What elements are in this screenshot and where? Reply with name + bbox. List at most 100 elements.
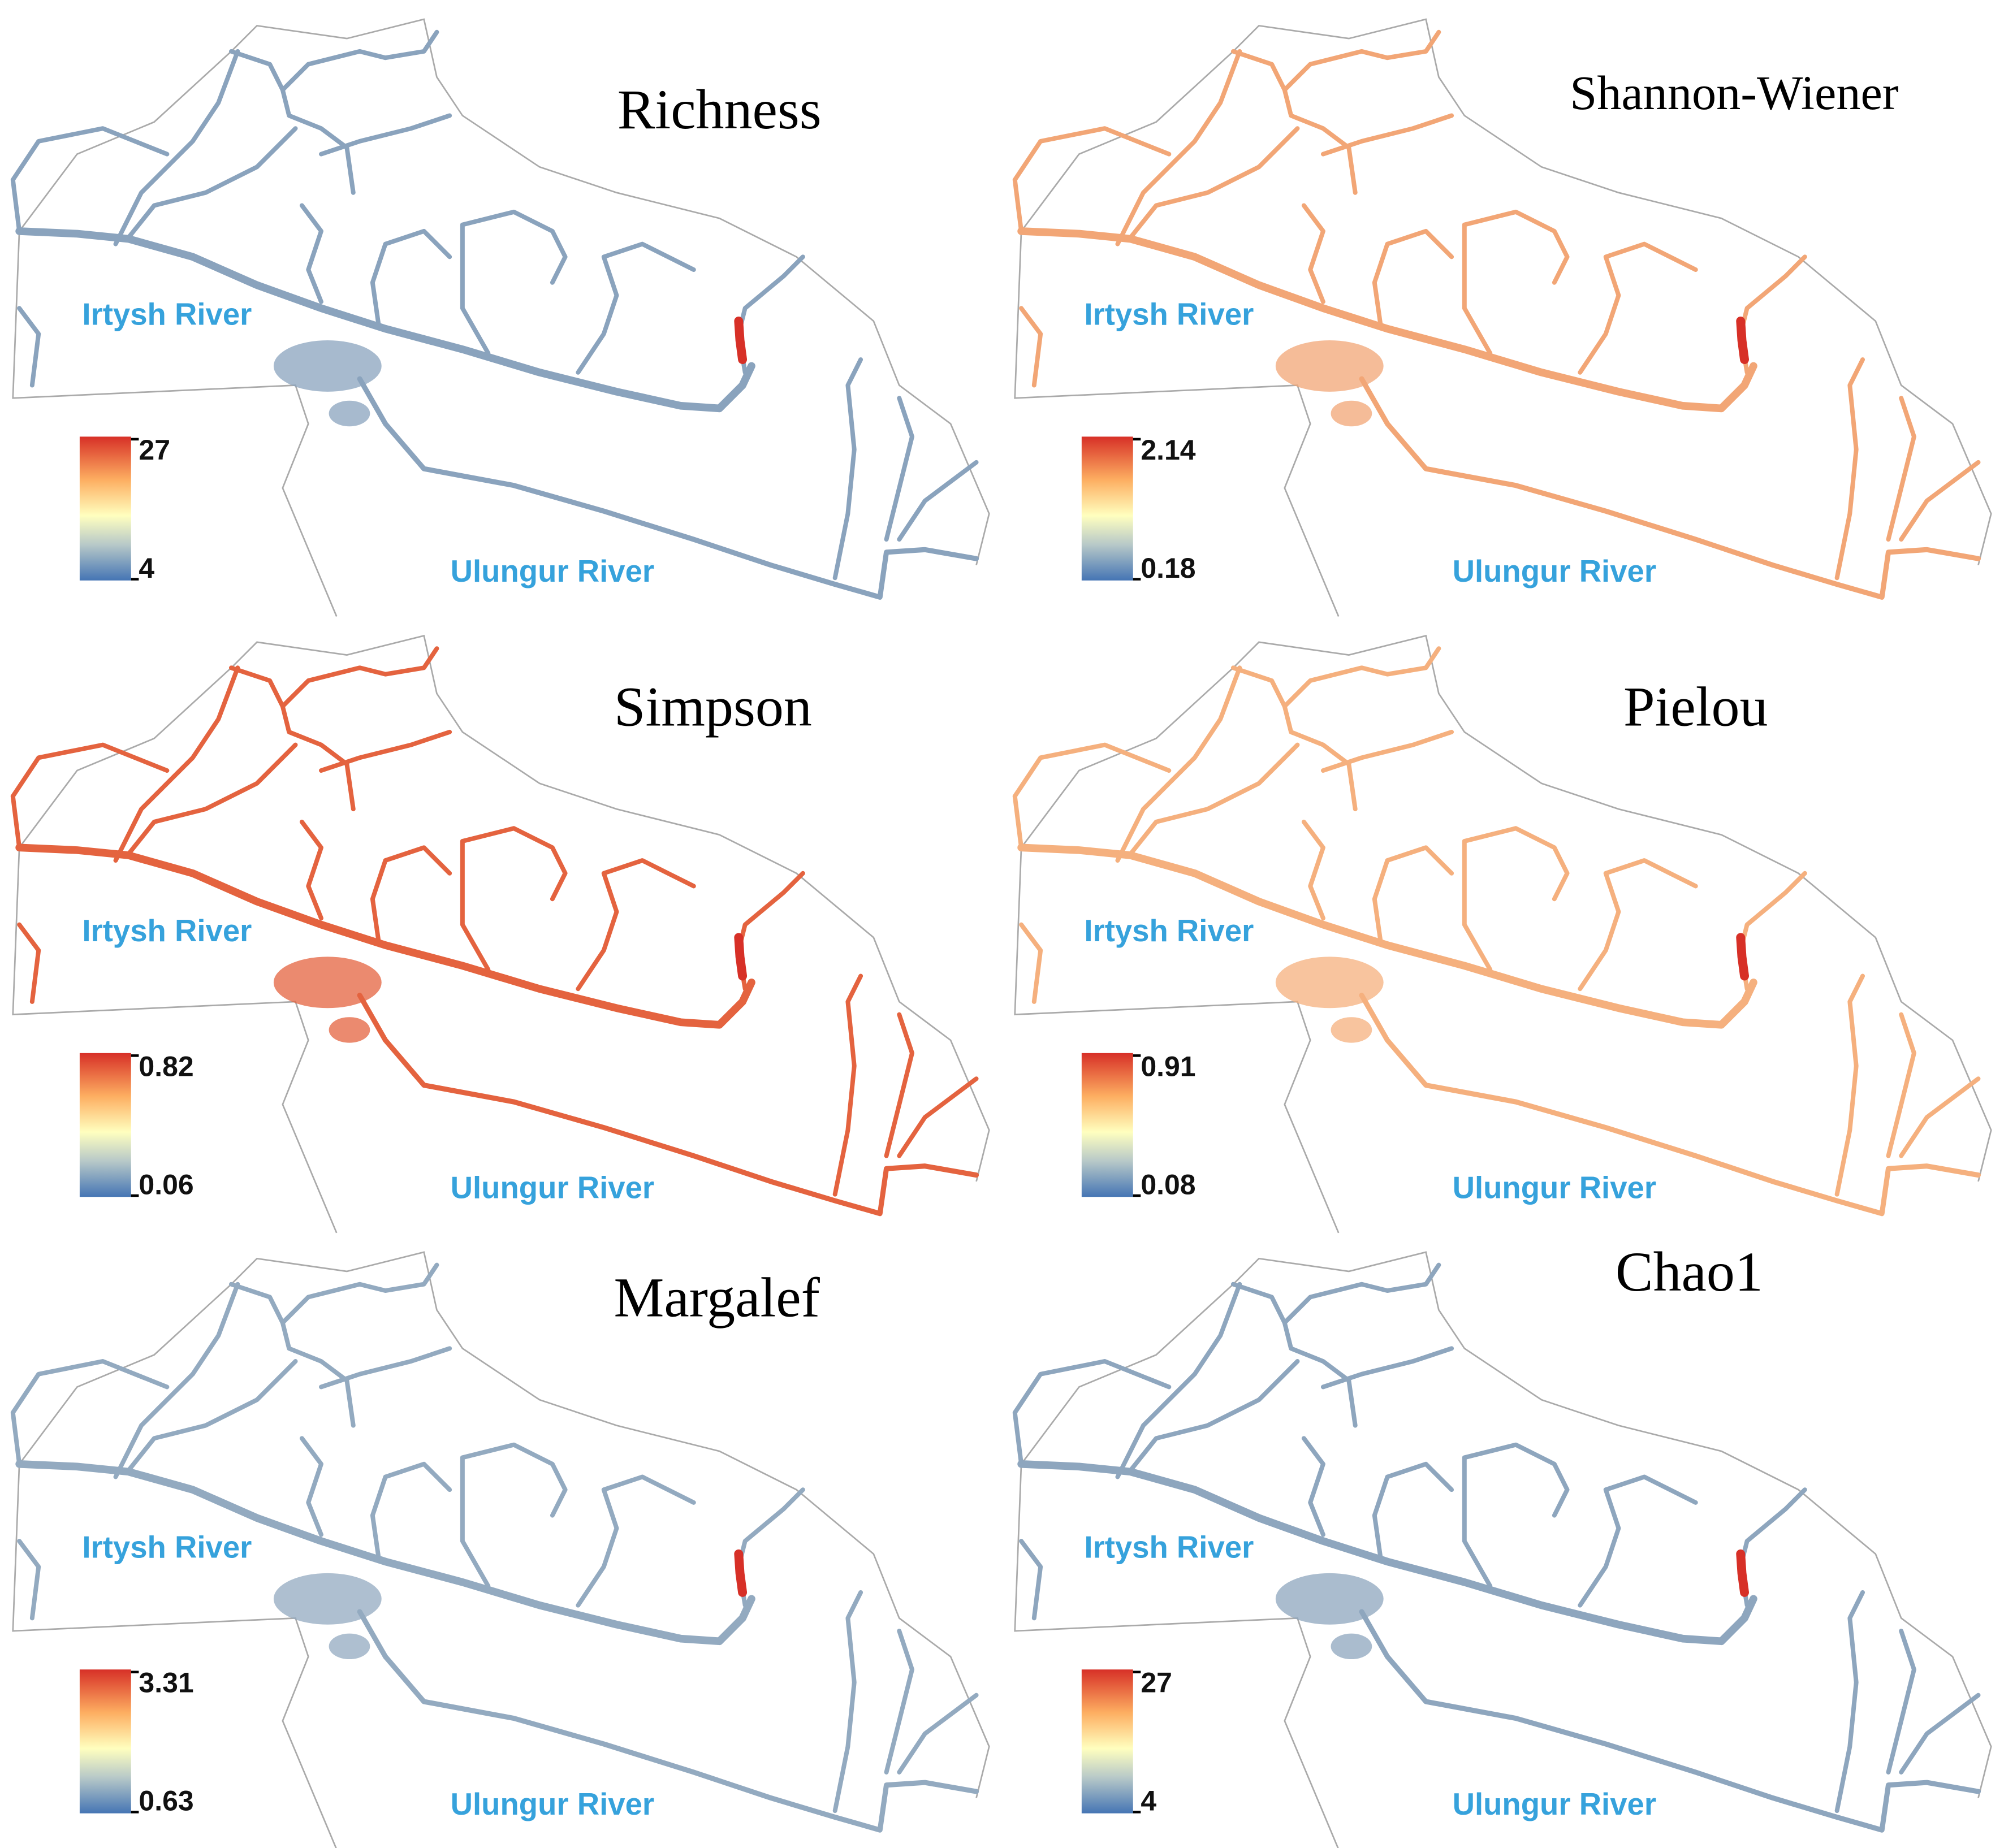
color-bar: [79, 1053, 131, 1197]
river-label: Ulungur River: [451, 1171, 654, 1205]
tributary: [897, 460, 979, 542]
tributary: [370, 845, 452, 946]
ulungur-river: [1359, 993, 1981, 1217]
boundary: [1014, 1464, 1339, 1848]
tributary: [460, 1442, 568, 1589]
tributary: [370, 228, 452, 330]
tributary: [319, 113, 452, 157]
tributary: [832, 1590, 863, 1814]
tributary: [897, 1693, 979, 1775]
tributary: [1282, 1262, 1441, 1325]
boundary: [19, 18, 990, 565]
river-label: Irtysh River: [82, 1530, 252, 1565]
map-panel: Margalef Irtysh River Ulungur River 3.31 0.6…: [10, 1251, 990, 1848]
tributary: [460, 209, 568, 356]
tributary: [319, 1346, 452, 1390]
boundary: [1020, 634, 1992, 1182]
tributary: [17, 922, 41, 1004]
tributary: [1301, 203, 1325, 304]
lake: [1331, 400, 1372, 427]
tributary: [299, 203, 323, 304]
hotspot: [734, 1549, 748, 1597]
legend-max: 2.14: [1141, 434, 1195, 466]
boundary: [1020, 18, 1992, 565]
tributary: [10, 742, 170, 850]
hotspot: [1736, 933, 1750, 981]
tributary: [1320, 729, 1454, 773]
panel-title: Pielou: [1623, 676, 1768, 738]
lake: [1331, 1633, 1372, 1660]
tributary: [884, 1629, 914, 1775]
panel-title: Richness: [617, 78, 822, 141]
tributary: [1834, 1590, 1865, 1814]
ulungur-river: [357, 993, 979, 1217]
tributary: [736, 871, 805, 992]
panel-title: Simpson: [614, 676, 812, 738]
map-panel: Chao1 Irtysh River Ulungur River 27 4: [1012, 1240, 1992, 1848]
hotspot: [1736, 1549, 1750, 1597]
legend-min: 0.06: [139, 1168, 193, 1200]
boundary: [19, 634, 990, 1182]
tributary: [576, 241, 696, 375]
lake: [329, 1633, 370, 1660]
tributary: [576, 1474, 696, 1608]
boundary: [12, 1464, 337, 1848]
tributary: [1738, 254, 1807, 375]
tributary: [280, 646, 439, 709]
tributary: [113, 49, 240, 246]
tributary: [17, 1539, 41, 1621]
river-label: Ulungur River: [1453, 1787, 1656, 1821]
tributary: [1462, 1442, 1570, 1589]
tributary: [1320, 1346, 1454, 1390]
tributary: [1128, 742, 1300, 856]
tributary: [1738, 871, 1807, 992]
tributary: [370, 1461, 452, 1563]
tributary: [280, 1262, 439, 1325]
tributary: [1012, 1359, 1172, 1466]
tributary: [126, 1359, 298, 1473]
irtysh-river: [15, 843, 755, 1029]
legend-max: 27: [139, 434, 170, 466]
tributary: [1462, 209, 1570, 356]
tributary: [1899, 1693, 1981, 1775]
tributary: [1738, 1487, 1807, 1608]
panel-title: Margalef: [614, 1266, 820, 1329]
lake: [1275, 1573, 1384, 1625]
lake: [273, 340, 382, 392]
lake: [1275, 340, 1384, 392]
legend-max: 27: [1141, 1667, 1172, 1699]
tributary: [832, 357, 863, 581]
tributary: [1886, 396, 1916, 542]
tributary: [1115, 665, 1242, 863]
lake: [1275, 957, 1384, 1009]
tributary: [299, 819, 323, 921]
tributary: [280, 29, 439, 92]
tributary: [1886, 1012, 1916, 1158]
color-bar: [79, 436, 131, 581]
tributary: [1462, 826, 1570, 972]
tributary: [1578, 858, 1698, 992]
tributary: [832, 973, 863, 1197]
tributary: [1899, 460, 1981, 542]
irtysh-river: [15, 1460, 755, 1646]
river-label: Ulungur River: [451, 554, 654, 588]
lake: [273, 1573, 382, 1625]
river-label: Irtysh River: [1084, 297, 1254, 332]
lake: [329, 1017, 370, 1043]
irtysh-river: [1017, 843, 1757, 1029]
tributary: [1578, 1474, 1698, 1608]
tributary: [1019, 306, 1043, 388]
river-label: Irtysh River: [82, 297, 252, 332]
boundary: [1020, 1251, 1992, 1798]
ulungur-river: [1359, 376, 1981, 600]
tributary: [736, 1487, 805, 1608]
tributary: [113, 1282, 240, 1479]
legend-min: 0.63: [139, 1785, 193, 1817]
tributary: [299, 1436, 323, 1537]
tributary: [736, 254, 805, 375]
ulungur-river: [1359, 1609, 1981, 1833]
hotspot: [1736, 316, 1750, 365]
tributary: [1012, 742, 1172, 850]
color-bar: [1081, 1669, 1133, 1814]
color-bar: [1081, 1053, 1133, 1197]
